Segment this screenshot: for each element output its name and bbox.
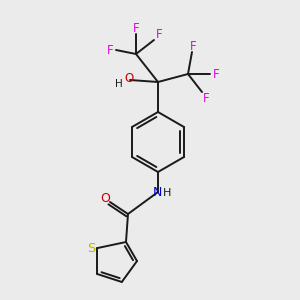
Text: O: O — [100, 191, 110, 205]
Text: S: S — [87, 242, 95, 255]
Text: F: F — [156, 28, 162, 41]
Text: F: F — [107, 44, 113, 56]
Text: F: F — [190, 40, 196, 52]
Text: O: O — [124, 73, 134, 85]
Text: H: H — [115, 79, 123, 89]
Text: F: F — [203, 92, 209, 104]
Text: H: H — [163, 188, 171, 198]
Text: F: F — [213, 68, 219, 80]
Text: N: N — [152, 185, 162, 199]
Text: F: F — [133, 22, 139, 34]
